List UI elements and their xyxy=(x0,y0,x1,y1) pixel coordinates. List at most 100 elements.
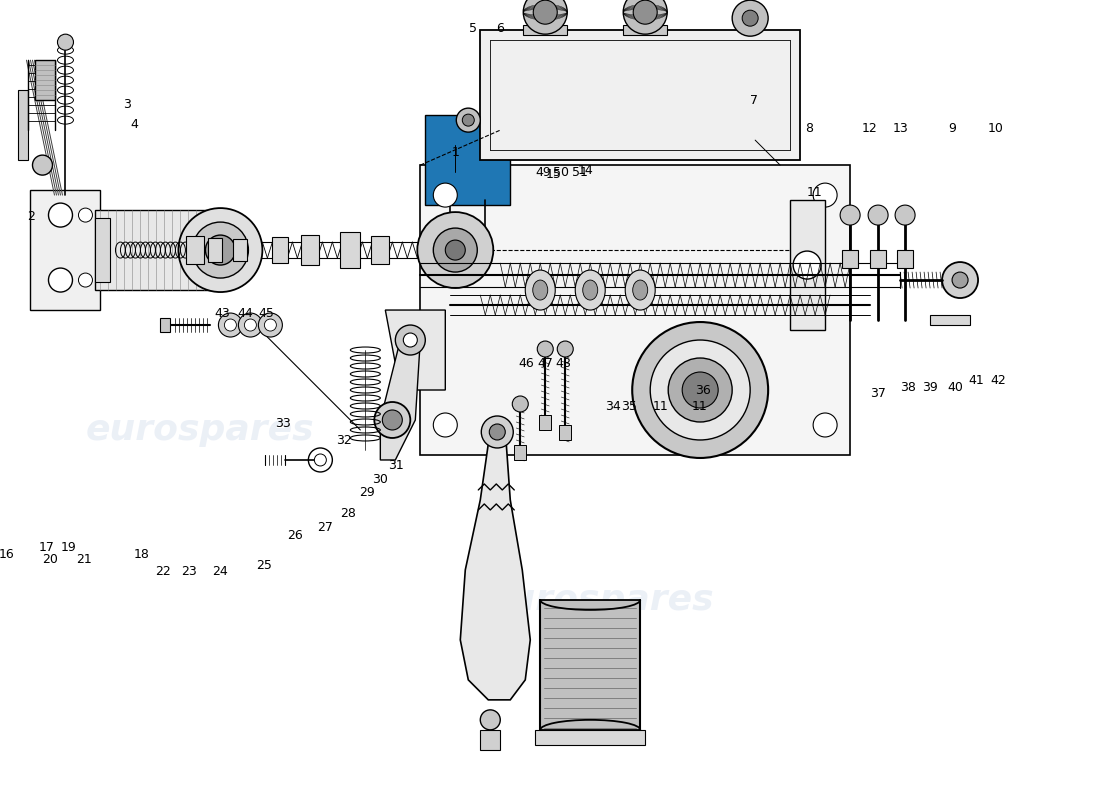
Circle shape xyxy=(433,413,458,437)
Text: 6: 6 xyxy=(496,22,504,34)
Ellipse shape xyxy=(583,280,597,300)
Polygon shape xyxy=(31,190,100,310)
Text: 4: 4 xyxy=(131,118,139,130)
Polygon shape xyxy=(208,238,222,262)
Text: 29: 29 xyxy=(360,486,375,499)
Circle shape xyxy=(537,341,553,357)
Ellipse shape xyxy=(575,270,605,310)
Polygon shape xyxy=(35,60,55,100)
Text: 18: 18 xyxy=(133,549,150,562)
Ellipse shape xyxy=(526,270,556,310)
Text: 49: 49 xyxy=(536,166,551,178)
Text: 19: 19 xyxy=(60,542,76,554)
Text: 50: 50 xyxy=(553,166,569,178)
Polygon shape xyxy=(540,600,640,730)
Polygon shape xyxy=(481,730,500,750)
Text: 11: 11 xyxy=(806,186,822,198)
Text: 16: 16 xyxy=(0,549,14,562)
Circle shape xyxy=(433,183,458,207)
Circle shape xyxy=(48,203,73,227)
Circle shape xyxy=(192,222,249,278)
Text: 51: 51 xyxy=(572,166,588,178)
Circle shape xyxy=(634,0,657,24)
Circle shape xyxy=(524,0,568,34)
Circle shape xyxy=(57,34,74,50)
Circle shape xyxy=(224,319,236,331)
Circle shape xyxy=(456,108,481,132)
Circle shape xyxy=(624,0,668,34)
Circle shape xyxy=(668,358,733,422)
Circle shape xyxy=(78,273,92,287)
Polygon shape xyxy=(515,445,526,460)
Text: 7: 7 xyxy=(750,94,758,106)
Circle shape xyxy=(534,0,558,24)
Polygon shape xyxy=(898,250,913,268)
Circle shape xyxy=(308,448,332,472)
Circle shape xyxy=(33,155,53,175)
Text: 28: 28 xyxy=(340,507,356,521)
Polygon shape xyxy=(161,318,170,332)
Text: 3: 3 xyxy=(123,98,131,110)
Text: 42: 42 xyxy=(990,374,1005,386)
Text: 15: 15 xyxy=(546,168,561,181)
Polygon shape xyxy=(19,90,29,160)
Circle shape xyxy=(462,114,474,126)
Circle shape xyxy=(682,372,718,408)
Circle shape xyxy=(481,710,500,730)
Text: 1: 1 xyxy=(451,146,459,158)
Text: 34: 34 xyxy=(605,401,621,414)
Polygon shape xyxy=(340,232,361,268)
Text: 35: 35 xyxy=(621,401,637,414)
Polygon shape xyxy=(559,425,571,440)
Text: 10: 10 xyxy=(988,122,1004,134)
Circle shape xyxy=(490,424,505,440)
Text: 37: 37 xyxy=(870,386,886,399)
Text: 25: 25 xyxy=(256,559,273,573)
Ellipse shape xyxy=(625,270,656,310)
Text: eurospares: eurospares xyxy=(86,413,315,447)
Text: 17: 17 xyxy=(39,542,54,554)
Circle shape xyxy=(953,272,968,288)
Polygon shape xyxy=(381,340,420,460)
Text: 22: 22 xyxy=(155,566,172,578)
Text: 13: 13 xyxy=(892,122,907,134)
Text: 27: 27 xyxy=(318,522,333,534)
Polygon shape xyxy=(96,210,220,290)
Text: 12: 12 xyxy=(861,122,877,134)
Text: 47: 47 xyxy=(537,357,553,370)
Polygon shape xyxy=(536,730,646,745)
Text: 43: 43 xyxy=(214,306,230,319)
Text: 8: 8 xyxy=(805,122,813,134)
Circle shape xyxy=(840,205,860,225)
Text: 46: 46 xyxy=(518,357,535,370)
Text: 41: 41 xyxy=(968,374,983,386)
Circle shape xyxy=(206,235,235,265)
Text: 21: 21 xyxy=(77,554,92,566)
Polygon shape xyxy=(624,25,668,35)
Circle shape xyxy=(742,10,758,26)
Circle shape xyxy=(404,333,417,347)
Text: 39: 39 xyxy=(922,381,938,394)
Circle shape xyxy=(258,313,283,337)
Circle shape xyxy=(895,205,915,225)
Circle shape xyxy=(482,416,514,448)
Text: 40: 40 xyxy=(947,381,962,394)
Text: 5: 5 xyxy=(470,22,477,34)
Text: 26: 26 xyxy=(287,530,304,542)
Circle shape xyxy=(632,322,768,458)
Circle shape xyxy=(244,319,256,331)
Polygon shape xyxy=(539,415,551,430)
Text: 36: 36 xyxy=(695,383,711,397)
Circle shape xyxy=(446,240,465,260)
Polygon shape xyxy=(524,25,568,35)
Circle shape xyxy=(813,183,837,207)
Circle shape xyxy=(264,319,276,331)
Text: 23: 23 xyxy=(182,566,197,578)
Circle shape xyxy=(48,268,73,292)
Text: eurospares: eurospares xyxy=(486,583,715,617)
Circle shape xyxy=(178,208,263,292)
Text: 14: 14 xyxy=(578,164,593,177)
Circle shape xyxy=(395,325,426,355)
Circle shape xyxy=(239,313,263,337)
Circle shape xyxy=(813,413,837,437)
